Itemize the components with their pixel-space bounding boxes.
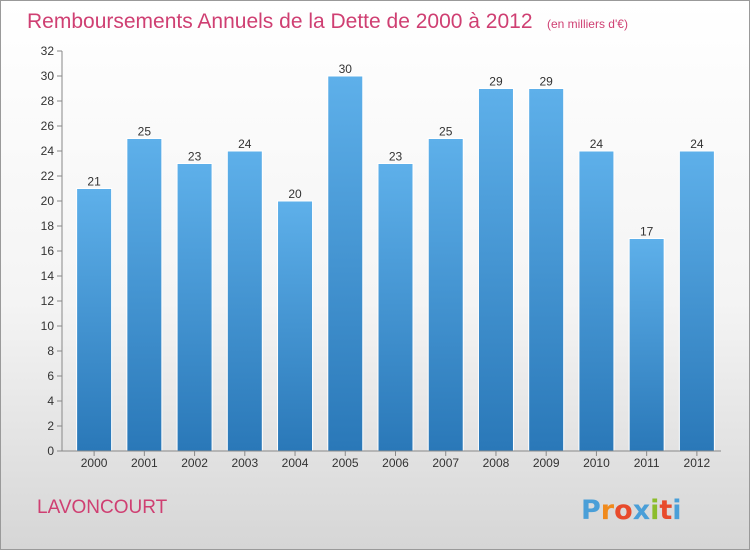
logo-letter: P — [581, 495, 601, 526]
y-tick-label: 18 — [41, 219, 55, 233]
x-tick-label: 2009 — [533, 456, 560, 470]
y-tick-label: 20 — [41, 194, 55, 208]
y-tick-label: 26 — [41, 119, 55, 133]
bar-value-label: 23 — [188, 150, 202, 164]
x-tick-label: 2011 — [634, 456, 660, 470]
bar-2008 — [477, 88, 514, 452]
y-tick-label: 22 — [41, 169, 55, 183]
chart-title-main: Remboursements Annuels de la Dette de 20… — [27, 10, 533, 33]
bar-value-label: 29 — [489, 75, 503, 89]
bar-value-label: 24 — [690, 137, 704, 151]
bar-value-label: 30 — [339, 62, 353, 76]
bar-2012 — [678, 150, 715, 452]
bar-value-label: 23 — [389, 150, 403, 164]
x-tick-label: 2012 — [684, 456, 711, 470]
bar-2011 — [628, 238, 665, 452]
logo-letter: x — [633, 495, 650, 526]
bar-value-label: 24 — [238, 137, 252, 151]
x-tick-label: 2004 — [282, 456, 309, 470]
y-tick-label: 28 — [41, 94, 55, 108]
bar-value-label: 25 — [138, 125, 152, 139]
logo-letter: r — [601, 495, 615, 526]
x-tick-label: 2003 — [231, 456, 258, 470]
bar-value-label: 25 — [439, 125, 453, 139]
y-tick-label: 30 — [41, 69, 55, 83]
chart-title-unit: (en milliers d'€) — [547, 17, 628, 31]
bars-group: 21 25 23 24 20 30 23 25 29 29 24 17 24 — [76, 62, 715, 452]
bar-value-label: 29 — [540, 75, 554, 89]
y-tick-label: 10 — [41, 319, 55, 333]
bar-2000 — [76, 188, 113, 452]
x-tick-label: 2010 — [583, 456, 610, 470]
bar-2003 — [226, 150, 263, 452]
bar-2004 — [277, 200, 314, 452]
y-tick-label: 32 — [41, 44, 55, 58]
bar-2007 — [427, 138, 464, 452]
bar-2006 — [377, 163, 414, 452]
chart-title: Remboursements Annuels de la Dette de 20… — [27, 10, 628, 33]
bar-2009 — [528, 88, 565, 452]
x-tick-label: 2001 — [131, 456, 158, 470]
y-tick-label: 24 — [41, 144, 55, 158]
bar-value-label: 24 — [590, 137, 604, 151]
x-tick-label: 2007 — [432, 456, 459, 470]
x-tick-label: 2002 — [181, 456, 208, 470]
bar-value-label: 20 — [288, 187, 302, 201]
bar-value-label: 17 — [640, 225, 654, 239]
x-axis: 2000 2001 2002 2003 2004 2005 2006 2007 2008 2009… — [62, 450, 721, 470]
y-tick-label: 2 — [47, 419, 54, 433]
bar-2005 — [327, 75, 364, 452]
proxiti-logo: Proxiti — [581, 495, 682, 526]
bar-2002 — [176, 163, 213, 452]
x-tick-label: 2005 — [332, 456, 359, 470]
y-tick-label: 4 — [47, 394, 54, 408]
x-tick-label: 2000 — [81, 456, 108, 470]
bar-2010 — [578, 150, 615, 452]
logo-letter: o — [614, 495, 633, 526]
y-tick-label: 6 — [47, 369, 54, 383]
logo-letter: i — [672, 495, 681, 526]
logo-letter: i — [650, 495, 659, 526]
logo-letter: t — [659, 495, 672, 526]
y-tick-label: 12 — [41, 294, 55, 308]
y-tick-label: 14 — [41, 269, 55, 283]
x-tick-label: 2006 — [382, 456, 409, 470]
y-tick-label: 8 — [47, 344, 54, 358]
y-tick-label: 0 — [47, 444, 54, 458]
place-name: LAVONCOURT — [37, 497, 168, 518]
bar-2001 — [126, 138, 163, 452]
y-tick-label: 16 — [41, 244, 55, 258]
bar-value-label: 21 — [87, 175, 101, 189]
x-tick-label: 2008 — [483, 456, 510, 470]
